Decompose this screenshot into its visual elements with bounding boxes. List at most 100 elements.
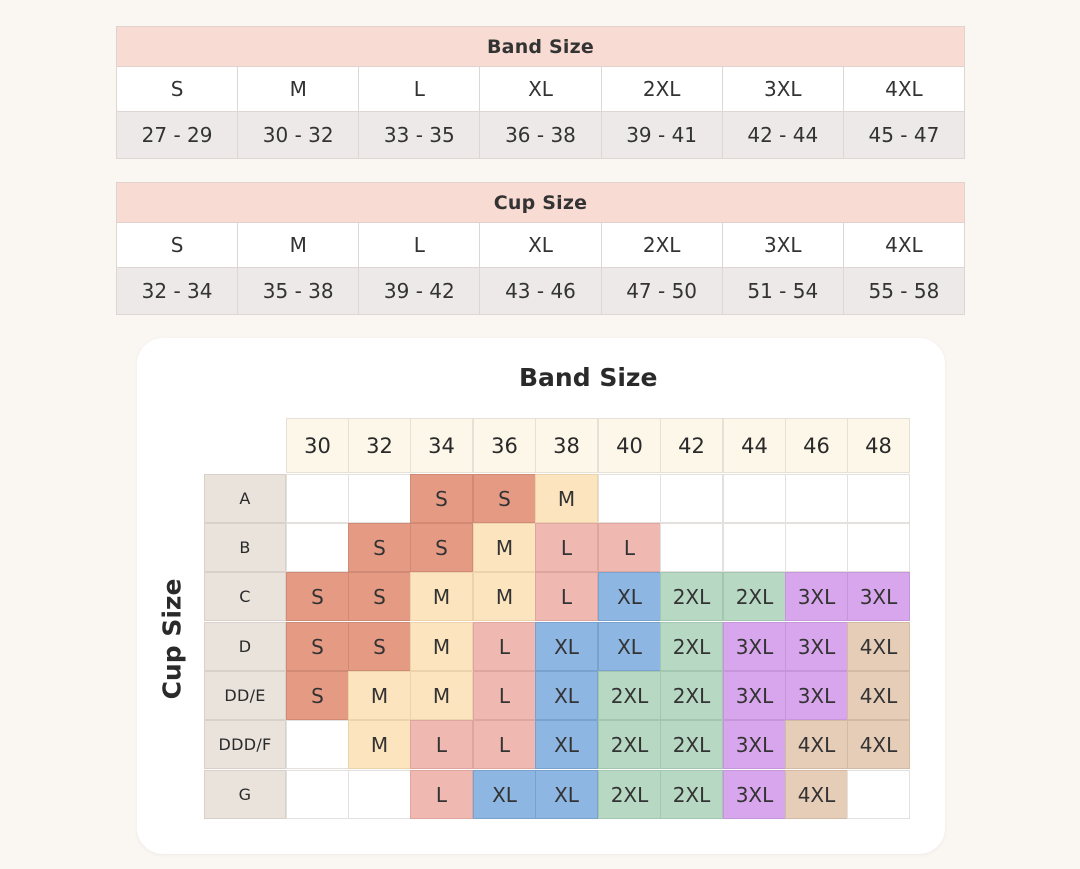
size-cell: 3XL (847, 572, 910, 621)
size-cell (660, 523, 723, 572)
band-column-header: 34 (410, 418, 473, 473)
band-size-range: 30 - 32 (237, 111, 360, 159)
size-cell (660, 474, 723, 523)
size-cell (723, 523, 786, 572)
band-size-label: 4XL (842, 66, 966, 112)
cup-size-range: 35 - 38 (237, 267, 360, 315)
size-cell: XL (598, 622, 661, 671)
size-cell: L (473, 720, 536, 769)
matrix-title: Band Size (519, 363, 658, 392)
size-cell: M (473, 572, 536, 621)
size-cell: XL (535, 770, 598, 819)
cup-size-range: 51 - 54 (721, 267, 844, 315)
band-size-label: M (237, 66, 360, 112)
cup-row-header: A (204, 474, 286, 523)
size-cell: L (410, 770, 473, 819)
cup-size-label: 2XL (600, 222, 723, 268)
size-cell: 3XL (723, 770, 786, 819)
size-cell: 4XL (847, 671, 910, 720)
band-size-label: L (358, 66, 481, 112)
cup-size-range: 43 - 46 (479, 267, 602, 315)
size-cell (348, 474, 411, 523)
cup-row-header: C (204, 572, 286, 621)
size-cell: M (410, 572, 473, 621)
size-cell: 4XL (847, 720, 910, 769)
size-cell: 2XL (660, 671, 723, 720)
cup-size-label: 4XL (842, 222, 966, 268)
cup-size-label: M (237, 222, 360, 268)
band-size-range: 33 - 35 (358, 111, 481, 159)
cup-row-header: D (204, 622, 286, 671)
band-column-header: 48 (847, 418, 910, 473)
size-cell: XL (535, 622, 598, 671)
size-cell: 2XL (660, 720, 723, 769)
band-size-table: Band Size S M L XL 2XL 3XL 4XL 27 - 29 3… (115, 26, 966, 159)
cup-size-ranges-row: 32 - 34 35 - 38 39 - 42 43 - 46 47 - 50 … (115, 267, 966, 315)
size-cell: S (286, 622, 349, 671)
band-column-header: 46 (785, 418, 848, 473)
band-size-label: S (115, 66, 239, 112)
cup-size-label: L (358, 222, 481, 268)
band-column-header: 40 (598, 418, 661, 473)
size-cell: M (410, 671, 473, 720)
size-cell: 3XL (785, 572, 848, 621)
band-size-labels-row: S M L XL 2XL 3XL 4XL (115, 66, 966, 112)
band-size-ranges-row: 27 - 29 30 - 32 33 - 35 36 - 38 39 - 41 … (115, 111, 966, 159)
size-cell: S (286, 572, 349, 621)
band-column-header: 42 (660, 418, 723, 473)
size-cell (785, 523, 848, 572)
size-cell: M (410, 622, 473, 671)
size-cell: 3XL (723, 622, 786, 671)
cup-size-range: 55 - 58 (842, 267, 966, 315)
cup-size-range: 32 - 34 (115, 267, 239, 315)
cup-size-table-title: Cup Size (116, 182, 965, 223)
size-cell: 3XL (723, 671, 786, 720)
size-cell (348, 770, 411, 819)
size-cell: XL (473, 770, 536, 819)
band-size-label: 3XL (721, 66, 844, 112)
size-cell: 2XL (598, 671, 661, 720)
size-cell: S (410, 474, 473, 523)
band-size-label: XL (479, 66, 602, 112)
size-cell: L (598, 523, 661, 572)
size-cell: 4XL (785, 770, 848, 819)
cup-row-header: G (204, 770, 286, 819)
cup-size-table: Cup Size S M L XL 2XL 3XL 4XL 32 - 34 35… (115, 182, 966, 315)
size-cell: XL (535, 720, 598, 769)
size-cell: M (348, 671, 411, 720)
size-cell (847, 523, 910, 572)
size-cell: 2XL (598, 720, 661, 769)
cup-size-label: XL (479, 222, 602, 268)
size-cell: M (535, 474, 598, 523)
size-cell: L (473, 622, 536, 671)
size-cell (286, 720, 349, 769)
band-size-range: 39 - 41 (600, 111, 723, 159)
size-cell: 4XL (785, 720, 848, 769)
size-cell (598, 474, 661, 523)
cup-row-header: DD/E (204, 671, 286, 720)
cup-size-label: 3XL (721, 222, 844, 268)
cup-size-label: S (115, 222, 239, 268)
band-column-header: 38 (535, 418, 598, 473)
size-cell: S (473, 474, 536, 523)
size-cell (847, 770, 910, 819)
size-cell (785, 474, 848, 523)
cup-size-range: 39 - 42 (358, 267, 481, 315)
size-cell: M (473, 523, 536, 572)
band-size-range: 42 - 44 (721, 111, 844, 159)
size-cell: 2XL (660, 622, 723, 671)
size-cell: L (535, 523, 598, 572)
band-column-header: 36 (473, 418, 536, 473)
size-cell: 2XL (598, 770, 661, 819)
size-cell (847, 474, 910, 523)
band-size-range: 27 - 29 (115, 111, 239, 159)
size-cell: L (410, 720, 473, 769)
size-cell: L (473, 671, 536, 720)
size-cell: 3XL (785, 622, 848, 671)
cup-size-axis-label: Cup Size (157, 578, 187, 700)
size-cell: M (348, 720, 411, 769)
size-cell: 2XL (723, 572, 786, 621)
band-size-range: 36 - 38 (479, 111, 602, 159)
cup-size-labels-row: S M L XL 2XL 3XL 4XL (115, 222, 966, 268)
band-size-table-title: Band Size (116, 26, 965, 67)
